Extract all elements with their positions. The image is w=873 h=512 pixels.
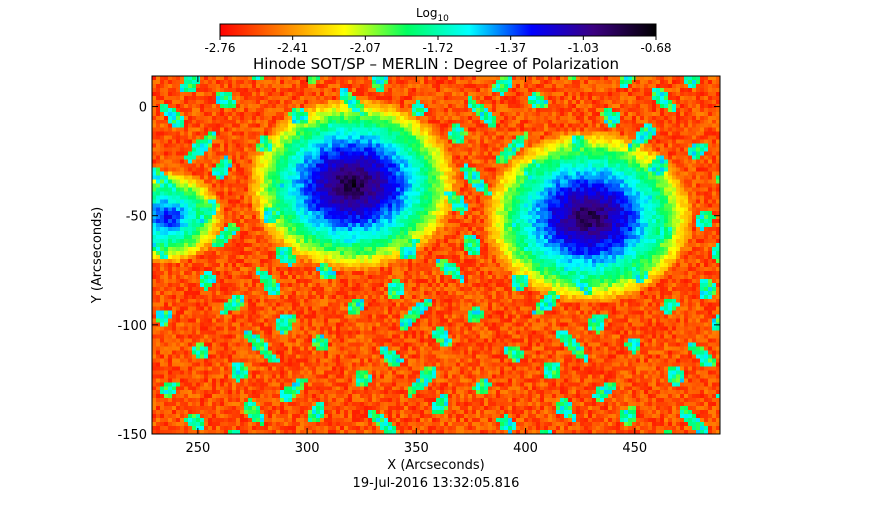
x-tick-label: 250 bbox=[185, 441, 210, 456]
colorbar-tick-label: -2.76 bbox=[204, 41, 235, 55]
x-tick-label: 450 bbox=[622, 441, 647, 456]
heatmap-image bbox=[152, 76, 720, 434]
x-tick-label: 400 bbox=[513, 441, 538, 456]
x-axis-label: X (Arcseconds) bbox=[387, 458, 484, 473]
colorbar-title: Log10 bbox=[416, 6, 449, 24]
colorbar-tick-label: -1.03 bbox=[568, 41, 599, 55]
x-tick-label: 300 bbox=[295, 441, 320, 456]
x-axis: 250 300 350 400 450 bbox=[185, 76, 647, 456]
colorbar-tick-label: -1.37 bbox=[495, 41, 526, 55]
y-tick-label: -150 bbox=[117, 428, 147, 443]
y-tick-label: 0 bbox=[139, 101, 147, 116]
y-tick-label: -50 bbox=[126, 210, 147, 225]
colorbar-tick-label: -1.72 bbox=[422, 41, 453, 55]
colorbar-ticks: -2.76 -2.41 -2.07 -1.72 -1.37 -1.03 -0.68 bbox=[204, 36, 672, 55]
colorbar-tick-label: -0.68 bbox=[640, 41, 671, 55]
x-tick-label: 350 bbox=[404, 441, 429, 456]
colorbar: Log10 -2.76 -2.41 -2.07 -1.72 -1.37 -1.03 -0.6… bbox=[204, 6, 671, 55]
plot-frame bbox=[151, 75, 721, 435]
timestamp: 19-Jul-2016 13:32:05.816 bbox=[353, 476, 520, 491]
y-axis: 0 -50 -100 -150 bbox=[117, 101, 720, 443]
colorbar-tick-label: -2.07 bbox=[350, 41, 381, 55]
y-tick-label: -100 bbox=[117, 319, 147, 334]
chart-title: Hinode SOT/SP – MERLIN : Degree of Polar… bbox=[253, 55, 619, 73]
heatmap-raster bbox=[152, 76, 720, 434]
colorbar-tick-label: -2.41 bbox=[277, 41, 308, 55]
colorbar-gradient bbox=[220, 24, 656, 36]
y-axis-label: Y (Arcseconds) bbox=[90, 207, 105, 304]
